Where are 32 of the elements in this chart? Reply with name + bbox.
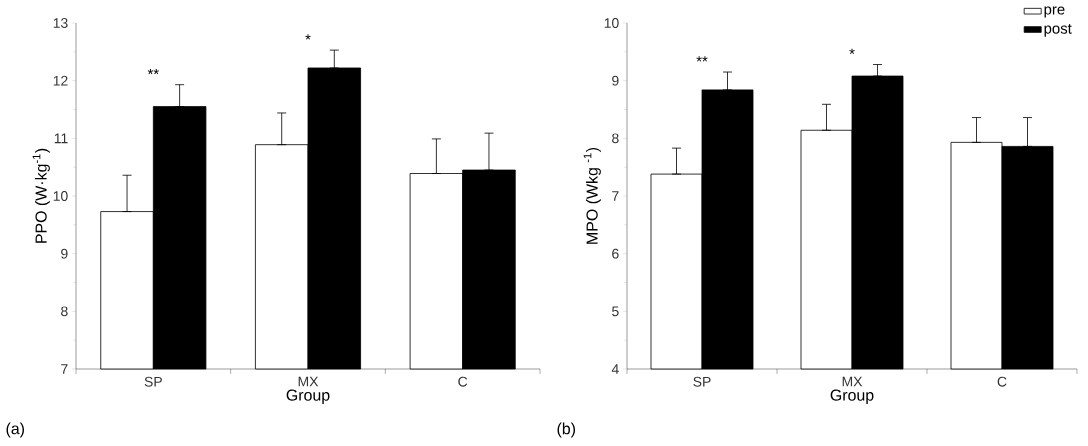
x-tick-label: MX xyxy=(842,376,863,387)
y-tick-label: 9 xyxy=(612,75,619,86)
x-tick-label: C xyxy=(458,376,468,387)
y-tick-label: 10 xyxy=(604,18,619,28)
x-tick-label: SP xyxy=(144,376,162,387)
y-tick-label: 13 xyxy=(53,18,68,28)
y-tick-label: 5 xyxy=(612,306,619,317)
y-tick-label: 6 xyxy=(612,248,619,259)
annotation: ** xyxy=(696,56,708,62)
x-tick-label: C xyxy=(997,376,1007,387)
y-tick-label: 11 xyxy=(54,133,68,144)
y-tick-label: 9 xyxy=(61,248,68,259)
y-tick-label: 4 xyxy=(611,364,619,374)
legend-label: post xyxy=(1044,23,1072,37)
text: (a) xyxy=(6,422,24,438)
y-tick-label: 7 xyxy=(61,364,68,374)
y-tick-label: 10 xyxy=(53,191,68,201)
annotation: * xyxy=(849,48,855,54)
annotation: ** xyxy=(147,68,159,75)
legend-label: pre xyxy=(1044,6,1065,18)
text: (b) xyxy=(557,422,576,438)
annotation: * xyxy=(305,34,311,40)
y-axis-title: PPO (W·kg$^{-1}$) xyxy=(32,148,50,243)
x-axis-title: Group xyxy=(830,389,874,404)
y-tick-label: 7 xyxy=(612,191,619,201)
x-tick-label: MX xyxy=(298,376,319,387)
y-tick-label: 8 xyxy=(61,306,68,317)
y-tick-label: 8 xyxy=(612,133,619,144)
x-axis-title: Group xyxy=(286,389,330,404)
y-axis-title: MPO (Wkg $^{-1}$) xyxy=(583,147,601,244)
x-tick-label: SP xyxy=(693,376,711,387)
y-tick-label: 12 xyxy=(53,75,68,86)
